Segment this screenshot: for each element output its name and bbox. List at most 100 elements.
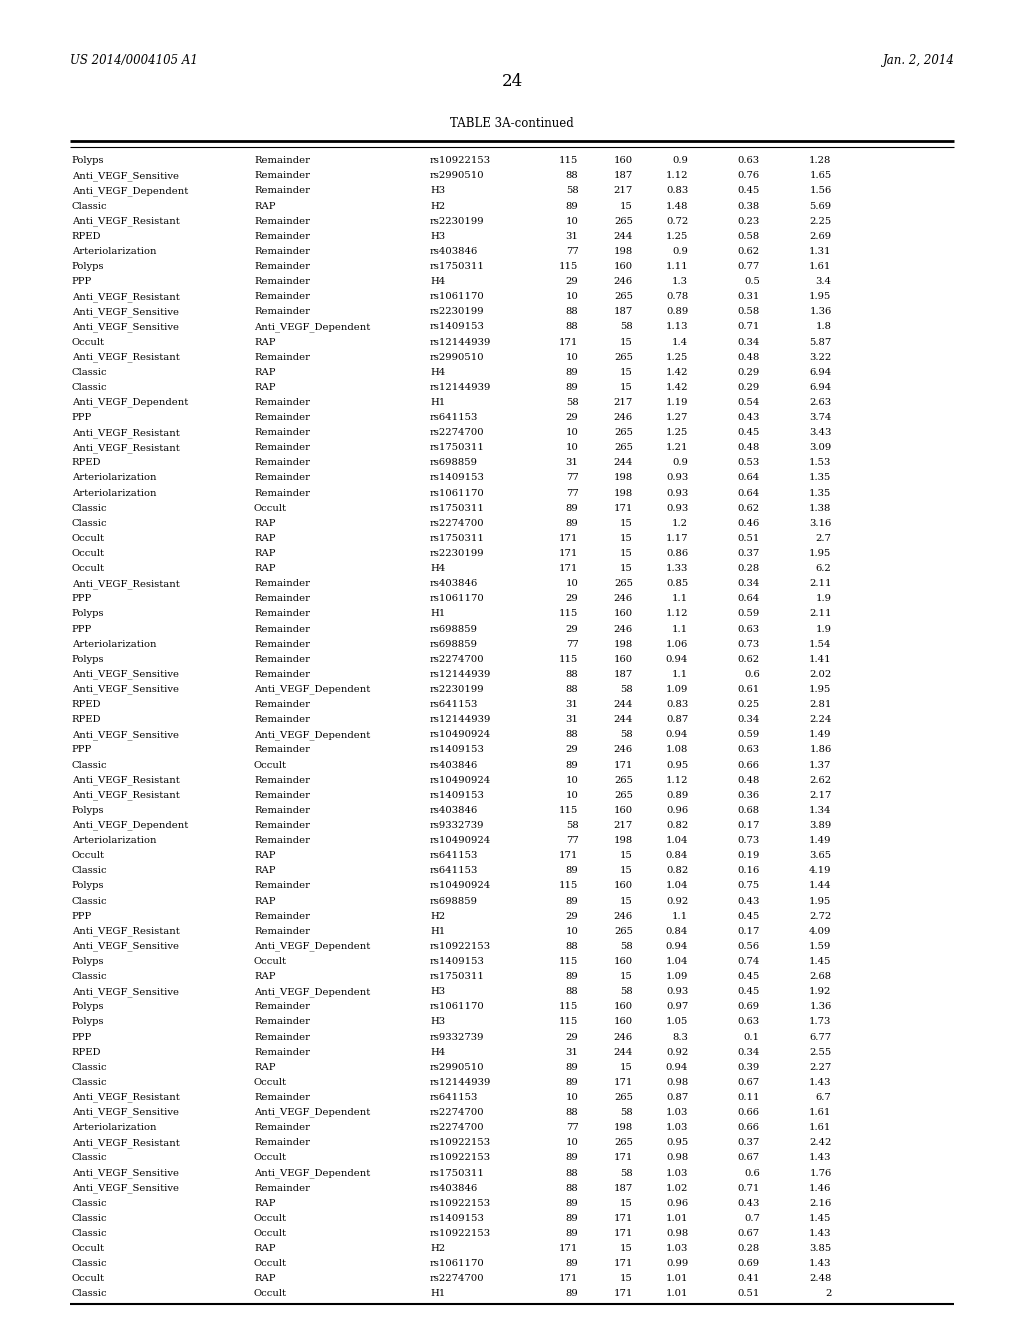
Text: H1: H1 xyxy=(430,397,445,407)
Text: 0.83: 0.83 xyxy=(666,186,688,195)
Text: 0.84: 0.84 xyxy=(666,851,688,861)
Text: H3: H3 xyxy=(430,1018,445,1027)
Text: Remainder: Remainder xyxy=(254,232,310,240)
Text: 0.76: 0.76 xyxy=(737,172,760,181)
Text: 3.43: 3.43 xyxy=(809,428,831,437)
Text: Anti_VEGF_Dependent: Anti_VEGF_Dependent xyxy=(254,1107,371,1118)
Text: 29: 29 xyxy=(566,277,579,286)
Text: Remainder: Remainder xyxy=(254,1002,310,1011)
Text: 1.1: 1.1 xyxy=(672,624,688,634)
Text: 10: 10 xyxy=(565,444,579,453)
Text: 1.04: 1.04 xyxy=(666,957,688,966)
Text: Remainder: Remainder xyxy=(254,428,310,437)
Text: 0.28: 0.28 xyxy=(737,1245,760,1253)
Text: 1.95: 1.95 xyxy=(809,549,831,558)
Text: rs2274700: rs2274700 xyxy=(430,428,484,437)
Text: 0.37: 0.37 xyxy=(737,1138,760,1147)
Text: 1.17: 1.17 xyxy=(666,533,688,543)
Text: rs12144939: rs12144939 xyxy=(430,338,492,347)
Text: 58: 58 xyxy=(621,1107,633,1117)
Text: 1.48: 1.48 xyxy=(666,202,688,210)
Text: rs1750311: rs1750311 xyxy=(430,1168,485,1177)
Text: 2.02: 2.02 xyxy=(809,671,831,678)
Text: Classic: Classic xyxy=(72,1214,108,1222)
Text: 0.93: 0.93 xyxy=(666,488,688,498)
Text: PPP: PPP xyxy=(72,594,92,603)
Text: rs1061170: rs1061170 xyxy=(430,292,484,301)
Text: RAP: RAP xyxy=(254,368,275,376)
Text: 265: 265 xyxy=(613,428,633,437)
Text: rs2274700: rs2274700 xyxy=(430,519,484,528)
Text: Remainder: Remainder xyxy=(254,1093,310,1102)
Text: Remainder: Remainder xyxy=(254,247,310,256)
Text: rs1409153: rs1409153 xyxy=(430,1214,485,1222)
Text: 0.37: 0.37 xyxy=(737,549,760,558)
Text: 244: 244 xyxy=(613,715,633,725)
Text: 3.4: 3.4 xyxy=(815,277,831,286)
Text: 0.71: 0.71 xyxy=(737,1184,760,1193)
Text: Anti_VEGF_Resistant: Anti_VEGF_Resistant xyxy=(72,579,179,589)
Text: rs403846: rs403846 xyxy=(430,807,478,814)
Text: Arteriolarization: Arteriolarization xyxy=(72,474,157,483)
Text: Classic: Classic xyxy=(72,202,108,210)
Text: 1.35: 1.35 xyxy=(809,488,831,498)
Text: 88: 88 xyxy=(566,942,579,950)
Text: Anti_VEGF_Dependent: Anti_VEGF_Dependent xyxy=(254,987,371,997)
Text: 10: 10 xyxy=(565,292,579,301)
Text: 15: 15 xyxy=(620,1199,633,1208)
Text: 0.62: 0.62 xyxy=(737,504,760,512)
Text: 0.71: 0.71 xyxy=(737,322,760,331)
Text: 0.17: 0.17 xyxy=(737,927,760,936)
Text: 0.9: 0.9 xyxy=(672,156,688,165)
Text: rs10922153: rs10922153 xyxy=(430,1138,492,1147)
Text: Remainder: Remainder xyxy=(254,1048,310,1057)
Text: 88: 88 xyxy=(566,671,579,678)
Text: 246: 246 xyxy=(613,912,633,921)
Text: 15: 15 xyxy=(620,383,633,392)
Text: 15: 15 xyxy=(620,549,633,558)
Text: 246: 246 xyxy=(613,594,633,603)
Text: 160: 160 xyxy=(613,957,633,966)
Text: 1.95: 1.95 xyxy=(809,685,831,694)
Text: RAP: RAP xyxy=(254,1199,275,1208)
Text: 1.49: 1.49 xyxy=(809,730,831,739)
Text: 0.63: 0.63 xyxy=(737,156,760,165)
Text: 2.11: 2.11 xyxy=(809,579,831,589)
Text: 1.95: 1.95 xyxy=(809,896,831,906)
Text: 0.31: 0.31 xyxy=(737,292,760,301)
Text: 0.53: 0.53 xyxy=(737,458,760,467)
Text: 0.84: 0.84 xyxy=(666,927,688,936)
Text: Remainder: Remainder xyxy=(254,488,310,498)
Text: 0.59: 0.59 xyxy=(737,610,760,619)
Text: 217: 217 xyxy=(613,821,633,830)
Text: 10: 10 xyxy=(565,352,579,362)
Text: 0.85: 0.85 xyxy=(666,579,688,589)
Text: 0.19: 0.19 xyxy=(737,851,760,861)
Text: Anti_VEGF_Dependent: Anti_VEGF_Dependent xyxy=(72,397,188,408)
Text: 1.44: 1.44 xyxy=(809,882,831,891)
Text: 58: 58 xyxy=(621,942,633,950)
Text: Occult: Occult xyxy=(254,504,287,512)
Text: 0.34: 0.34 xyxy=(737,579,760,589)
Text: RPED: RPED xyxy=(72,700,101,709)
Text: rs10922153: rs10922153 xyxy=(430,156,492,165)
Text: 0.29: 0.29 xyxy=(737,383,760,392)
Text: Classic: Classic xyxy=(72,1290,108,1299)
Text: 88: 88 xyxy=(566,685,579,694)
Text: 0.5: 0.5 xyxy=(743,277,760,286)
Text: 58: 58 xyxy=(621,987,633,997)
Text: 0.74: 0.74 xyxy=(737,957,760,966)
Text: 198: 198 xyxy=(613,836,633,845)
Text: 2.72: 2.72 xyxy=(809,912,831,921)
Text: 24: 24 xyxy=(502,73,522,90)
Text: 265: 265 xyxy=(613,352,633,362)
Text: 29: 29 xyxy=(566,746,579,755)
Text: 0.6: 0.6 xyxy=(744,671,760,678)
Text: 0.98: 0.98 xyxy=(666,1154,688,1163)
Text: Polyps: Polyps xyxy=(72,957,104,966)
Text: Occult: Occult xyxy=(254,957,287,966)
Text: 10: 10 xyxy=(565,776,579,784)
Text: Anti_VEGF_Sensitive: Anti_VEGF_Sensitive xyxy=(72,308,178,317)
Text: 1.36: 1.36 xyxy=(809,308,831,317)
Text: 1.65: 1.65 xyxy=(809,172,831,181)
